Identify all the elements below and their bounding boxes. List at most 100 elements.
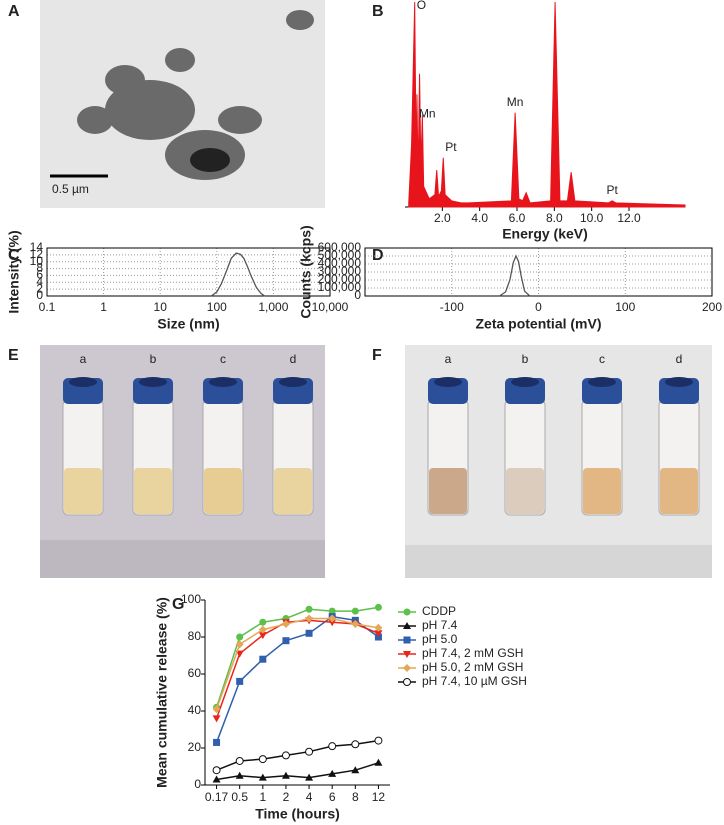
marker [258,773,267,781]
series-line [216,762,379,781]
marker [351,607,359,615]
legend-marker [403,608,411,616]
vial-label: a [80,352,87,366]
vial-liquid [583,468,621,514]
peak-label: Mn [507,95,524,109]
vial-label: d [290,352,297,366]
legend-marker [403,664,411,672]
marker [212,775,221,783]
x-tick-label: 0 [535,300,542,314]
spectrum [408,1,686,208]
panel-label: E [8,347,19,364]
y-axis-label: Counts (kcps) [298,225,314,318]
tem-image [40,0,325,208]
marker [281,751,290,760]
y-axis-label: Mean cumulative release (%) [154,597,170,788]
legend-marker [403,678,411,686]
x-tick-label: 100 [207,300,227,314]
legend-marker [403,622,411,629]
marker [374,630,383,638]
legend-label: pH 7.4 [422,618,458,632]
vial-label: a [445,352,452,366]
x-tick-label: 0.1 [39,300,56,314]
marker [374,603,382,611]
x-tick-label: 2 [283,790,290,804]
x-tick-label: 1 [100,300,107,314]
vial-liquid [506,468,544,514]
legend-label: pH 5.0 [422,632,458,646]
data-line [210,252,266,297]
y-tick-label: 12 [30,247,44,261]
y-axis-label: Intensity (%) [6,230,22,313]
x-axis-label: Energy (keV) [502,226,588,242]
marker [213,738,221,746]
marker [351,740,360,749]
y-tick-label: 6 [36,268,43,282]
vial-cap-top [209,377,237,387]
vial-cap-top [139,377,167,387]
x-tick-label: 12.0 [617,211,641,225]
marker [259,618,267,626]
marker [305,747,314,756]
vial-cap-top [665,377,693,387]
x-tick-label: 8.0 [546,211,563,225]
vial-label: d [676,352,683,366]
marker [281,620,290,629]
marker [374,623,383,632]
x-tick-label: 10 [154,300,168,314]
y-tick-label: 60 [188,666,202,680]
marker [328,614,337,623]
series-line [215,615,379,743]
peak-label: Mn [419,106,436,120]
marker [258,625,267,634]
vial-cap-top [511,377,539,387]
y-tick-label: 300,000 [318,264,362,278]
marker [328,742,337,751]
legend-marker [403,651,411,658]
scale-bar-label: 0.5 µm [52,182,89,196]
panel-label: G [172,596,184,613]
vial-cap-top [279,377,307,387]
vial-cap-top [69,377,97,387]
marker [282,637,290,645]
panel-label: A [8,3,20,20]
y-tick-label: 0 [194,777,201,791]
vial-label: b [522,352,529,366]
x-tick-label: 12 [372,790,386,804]
x-tick-label: 4.0 [471,211,488,225]
y-tick-label: 100,000 [318,280,362,294]
x-tick-label: 1 [259,790,266,804]
marker [235,640,244,649]
marker [305,605,313,613]
y-tick-label: 500,000 [318,248,362,262]
vial-label: c [220,352,226,366]
vial-liquid [134,468,172,514]
marker [212,766,221,775]
x-tick-label: 6 [329,790,336,804]
vial-liquid [64,468,102,514]
peak-label: Pt [607,183,619,197]
x-tick-label: 2.0 [434,211,451,225]
marker [212,705,221,714]
vial-liquid [204,468,242,514]
panel-label: C [8,247,20,264]
x-axis-label: Time (hours) [255,806,340,822]
vial-label: b [150,352,157,366]
y-tick-label: 10 [30,254,44,268]
marker [305,614,314,623]
legend-label: pH 5.0, 2 mM GSH [422,660,523,674]
marker [374,758,383,766]
marker [235,771,244,779]
peak-label: O [417,0,426,12]
legend-label: CDDP [422,604,456,618]
x-tick-label: 0.5 [231,790,248,804]
y-tick-label: 4 [36,274,43,288]
x-tick-label: 200 [702,300,722,314]
marker [328,607,336,615]
marker [258,632,267,640]
marker [281,771,290,779]
marker [258,755,267,764]
data-line [499,254,531,297]
y-tick-label: 0 [36,288,43,302]
